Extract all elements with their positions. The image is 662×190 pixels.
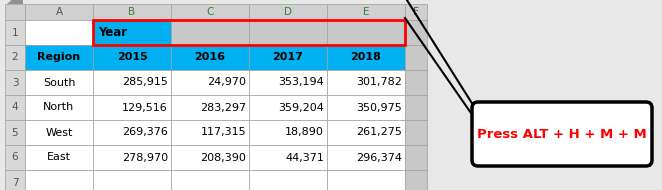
Bar <box>93 170 171 190</box>
Polygon shape <box>7 0 23 4</box>
Text: 350,975: 350,975 <box>356 102 402 112</box>
Bar <box>5 95 25 120</box>
Bar <box>5 20 25 45</box>
FancyBboxPatch shape <box>472 102 652 166</box>
Bar <box>93 95 171 120</box>
Bar <box>171 120 249 145</box>
Text: 353,194: 353,194 <box>278 78 324 88</box>
Bar <box>25 4 93 20</box>
Text: Press ALT + H + M + M: Press ALT + H + M + M <box>477 127 647 140</box>
Text: 359,204: 359,204 <box>278 102 324 112</box>
Text: 278,970: 278,970 <box>122 153 168 162</box>
Bar <box>249 145 327 170</box>
Text: 18,890: 18,890 <box>285 127 324 138</box>
Bar <box>5 145 25 170</box>
Text: 283,297: 283,297 <box>200 102 246 112</box>
Text: A: A <box>56 7 63 17</box>
Text: 269,376: 269,376 <box>122 127 168 138</box>
Text: Year: Year <box>98 26 127 39</box>
Text: 129,516: 129,516 <box>122 102 168 112</box>
Text: 2: 2 <box>12 52 19 63</box>
Bar <box>171 45 249 70</box>
Text: 24,970: 24,970 <box>207 78 246 88</box>
Bar <box>327 170 405 190</box>
Bar <box>405 170 427 190</box>
Bar <box>25 145 93 170</box>
Bar <box>327 4 405 20</box>
Bar <box>327 145 405 170</box>
Bar <box>249 95 327 120</box>
Bar <box>405 45 427 70</box>
Text: 285,915: 285,915 <box>122 78 168 88</box>
Bar <box>93 45 171 70</box>
Bar <box>405 70 427 95</box>
Bar <box>249 70 327 95</box>
Bar <box>171 20 249 45</box>
Bar <box>171 170 249 190</box>
Bar <box>405 20 427 45</box>
Bar <box>25 120 93 145</box>
Bar <box>249 45 327 70</box>
Text: F: F <box>413 7 419 17</box>
Bar <box>249 170 327 190</box>
Bar <box>25 20 93 45</box>
Text: 261,275: 261,275 <box>356 127 402 138</box>
Bar <box>327 45 405 70</box>
Bar <box>405 4 427 20</box>
Bar <box>5 70 25 95</box>
Bar <box>405 95 427 120</box>
Bar <box>93 20 171 45</box>
Text: East: East <box>47 153 71 162</box>
Bar <box>93 20 405 45</box>
Bar <box>249 120 327 145</box>
Bar <box>171 95 249 120</box>
Bar <box>25 95 93 120</box>
Bar <box>405 120 427 145</box>
Text: E: E <box>363 7 369 17</box>
Bar <box>5 120 25 145</box>
Text: 117,315: 117,315 <box>201 127 246 138</box>
Text: 3: 3 <box>12 78 19 88</box>
Text: 4: 4 <box>12 102 19 112</box>
Bar <box>171 70 249 95</box>
Bar <box>405 145 427 170</box>
Bar <box>327 95 405 120</box>
Text: West: West <box>45 127 73 138</box>
Bar <box>5 4 25 20</box>
Bar <box>5 170 25 190</box>
Bar <box>327 120 405 145</box>
Bar <box>327 20 405 45</box>
Text: 2016: 2016 <box>195 52 226 63</box>
Bar <box>93 4 171 20</box>
Text: 208,390: 208,390 <box>200 153 246 162</box>
Bar <box>25 45 93 70</box>
Text: 301,782: 301,782 <box>356 78 402 88</box>
Bar <box>25 170 93 190</box>
Text: 2015: 2015 <box>117 52 148 63</box>
Text: 6: 6 <box>12 153 19 162</box>
Bar <box>93 70 171 95</box>
Text: B: B <box>128 7 136 17</box>
Bar <box>93 145 171 170</box>
Text: 2018: 2018 <box>351 52 381 63</box>
Text: 44,371: 44,371 <box>285 153 324 162</box>
Text: D: D <box>284 7 292 17</box>
Bar <box>327 70 405 95</box>
Bar <box>25 70 93 95</box>
Text: North: North <box>44 102 75 112</box>
Bar <box>249 20 327 45</box>
Bar <box>93 120 171 145</box>
Text: South: South <box>43 78 75 88</box>
Text: 2017: 2017 <box>273 52 303 63</box>
Bar <box>5 45 25 70</box>
Text: Region: Region <box>38 52 81 63</box>
Bar <box>249 4 327 20</box>
Text: 5: 5 <box>12 127 19 138</box>
Bar <box>171 4 249 20</box>
Text: 1: 1 <box>12 28 19 37</box>
Text: 296,374: 296,374 <box>356 153 402 162</box>
Text: C: C <box>207 7 214 17</box>
Text: 7: 7 <box>12 177 19 188</box>
Bar <box>171 145 249 170</box>
